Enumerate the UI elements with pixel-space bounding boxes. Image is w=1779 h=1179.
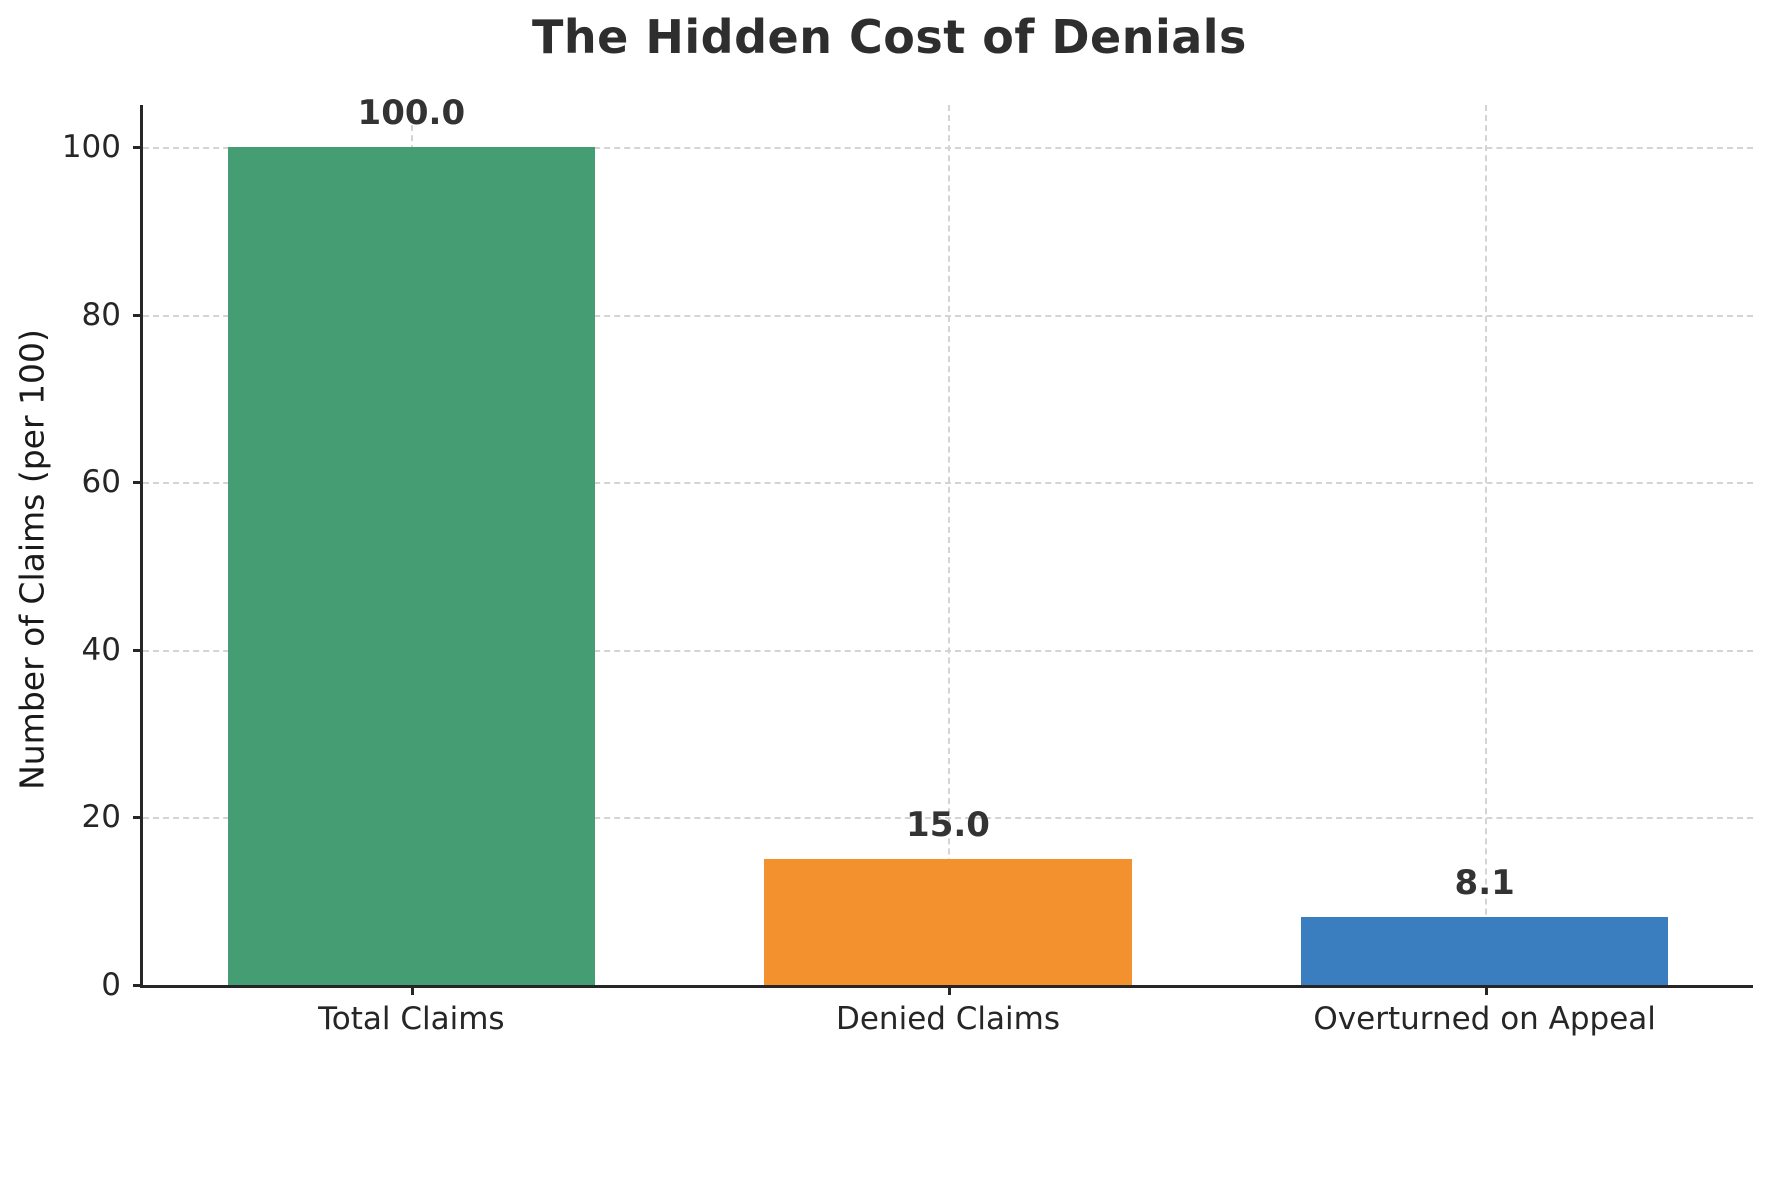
x-tick-mark xyxy=(948,985,951,995)
y-tick-mark xyxy=(133,648,143,652)
plot-area: 0 20 40 60 80 100 100.0 Total Claims 15.0 Denied … xyxy=(62,93,1753,1037)
bar-total-claims xyxy=(227,146,596,985)
y-tick-mark xyxy=(133,145,143,149)
bar-value-label: 8.1 xyxy=(1454,863,1515,904)
bar-value-label: 15.0 xyxy=(906,805,990,846)
y-tick-label: 20 xyxy=(81,799,121,836)
y-tick-mark xyxy=(133,313,143,317)
y-tick-mark xyxy=(133,816,143,820)
bar-value-label: 100.0 xyxy=(357,92,466,133)
x-tick-label: Overturned on Appeal xyxy=(1313,1001,1656,1037)
x-tick-label: Denied Claims xyxy=(835,1001,1061,1037)
y-tick-label: 100 xyxy=(61,128,121,165)
y-tick-mark xyxy=(133,481,143,485)
x-tick-label: Total Claims xyxy=(318,1001,505,1037)
x-tick-mark xyxy=(411,985,415,995)
y-tick-label: 0 xyxy=(101,967,121,1003)
y-tick-mark xyxy=(133,984,143,987)
chart-title: The Hidden Cost of Denials xyxy=(532,10,1247,64)
y-tick-label: 60 xyxy=(81,464,121,501)
bar-denied-claims xyxy=(764,859,1132,985)
vertical-gridline xyxy=(1484,105,1487,985)
y-axis-label: Number of Claims (per 100) xyxy=(12,329,52,790)
y-tick-label: 40 xyxy=(81,631,121,668)
y-tick-label: 80 xyxy=(81,296,121,333)
x-tick-mark xyxy=(1484,985,1488,995)
vertical-gridline xyxy=(948,105,950,985)
bar-overturned-on-appeal xyxy=(1300,917,1669,985)
